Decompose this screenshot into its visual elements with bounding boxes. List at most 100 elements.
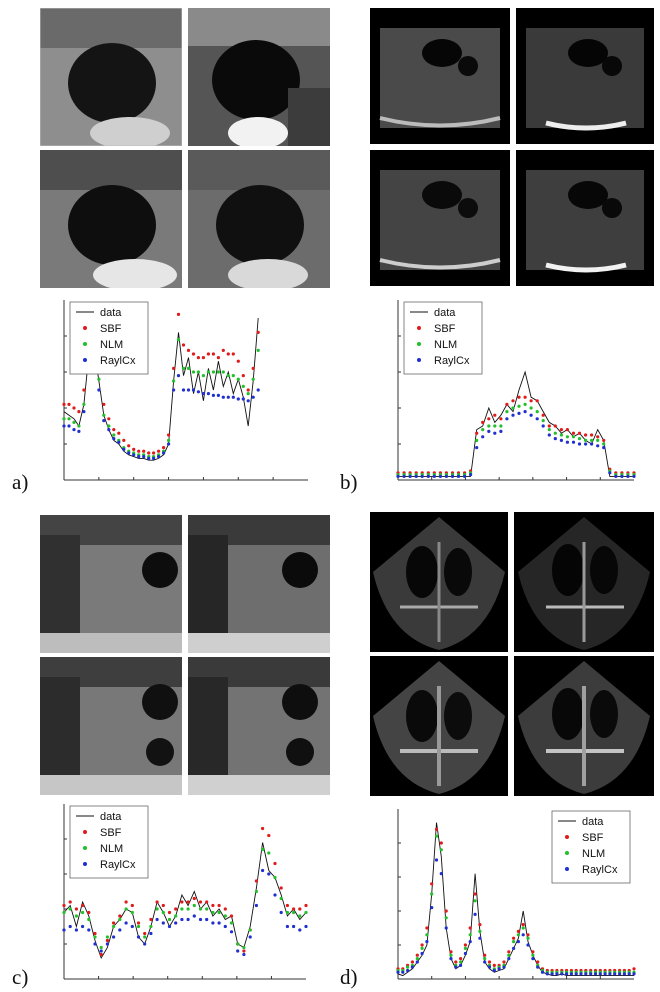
series-point-sbf — [298, 907, 302, 911]
legend-label-data: data — [434, 307, 456, 319]
series-point-nlm — [475, 438, 479, 442]
series-point-sbf — [434, 827, 439, 831]
series-point-raylcx — [81, 924, 85, 929]
series-point-sbf — [535, 399, 539, 403]
series-point-nlm — [267, 851, 271, 855]
series-point-raylcx — [62, 928, 66, 932]
series-point-sbf — [410, 960, 414, 964]
series-point-nlm — [468, 933, 472, 937]
ultrasound-image-c-raylcx — [188, 657, 330, 795]
series-point-raylcx — [261, 868, 265, 873]
series-point-raylcx — [529, 413, 533, 417]
series-point-nlm — [473, 899, 477, 903]
series-point-sbf — [499, 417, 503, 421]
series-point-raylcx — [118, 928, 122, 932]
series-point-raylcx — [221, 395, 225, 399]
ultrasound-image-d-sbf — [514, 512, 654, 652]
series-point-sbf — [180, 900, 184, 904]
ultrasound-image-a-sbf — [188, 8, 330, 146]
series-point-nlm — [226, 374, 230, 378]
series-point-raylcx — [167, 924, 172, 929]
series-point-raylcx — [143, 942, 147, 946]
series-point-sbf — [632, 967, 636, 971]
series-point-sbf — [478, 923, 482, 927]
legend-swatch-raylcx — [417, 358, 421, 362]
ultrasound-image-b-nlm — [370, 150, 510, 286]
series-point-nlm — [487, 424, 491, 428]
series-point-raylcx — [450, 474, 455, 478]
series-point-nlm — [541, 419, 545, 423]
series-point-nlm — [434, 834, 439, 838]
series-point-nlm — [74, 914, 78, 918]
series-point-nlm — [517, 404, 521, 408]
series-point-sbf — [198, 900, 203, 904]
series-point-nlm — [211, 370, 215, 374]
profile-plot-d: data SBF NLM RaylCx — [396, 805, 640, 985]
legend-swatch-raylcx — [565, 867, 569, 871]
series-point-sbf — [118, 914, 122, 918]
series-point-sbf — [565, 428, 569, 432]
series-point-raylcx — [231, 395, 235, 399]
series-point-sbf — [231, 352, 235, 356]
series-point-raylcx — [560, 972, 564, 976]
series-point-sbf — [242, 949, 246, 953]
series-point-sbf — [62, 402, 66, 406]
ultrasound-image-c-original — [40, 515, 182, 653]
series-point-nlm — [211, 910, 215, 915]
series-point-raylcx — [112, 935, 116, 939]
series-point-raylcx — [402, 474, 406, 478]
series-point-sbf — [531, 950, 535, 954]
ultrasound-image-a-nlm — [40, 150, 182, 288]
series-point-raylcx — [72, 428, 76, 432]
series-point-sbf — [292, 907, 296, 911]
series-point-sbf — [107, 417, 111, 421]
series-point-nlm — [535, 410, 539, 414]
profile-plot-a: data SBF NLM RaylCx — [62, 296, 314, 486]
series-point-raylcx — [211, 921, 215, 925]
series-point-raylcx — [603, 972, 607, 976]
series-point-nlm — [521, 926, 525, 930]
series-point-sbf — [229, 914, 234, 918]
legend-label-raylcx: RaylCx — [582, 864, 618, 876]
ultrasound-image-a-original — [40, 8, 182, 146]
series-point-sbf — [74, 907, 78, 911]
series-point-sbf — [176, 312, 181, 316]
profile-plot-svg-c: data SBF NLM RaylCx — [62, 804, 308, 980]
series-point-raylcx — [475, 446, 479, 450]
series-point-nlm — [229, 921, 234, 925]
series-point-sbf — [251, 366, 255, 370]
series-point-raylcx — [444, 474, 448, 478]
series-point-sbf — [93, 931, 97, 936]
series-point-nlm — [72, 420, 76, 424]
series-point-sbf — [196, 356, 200, 360]
series-point-sbf — [62, 903, 66, 908]
series-point-raylcx — [226, 395, 230, 399]
series-point-raylcx — [584, 442, 588, 446]
series-point-nlm — [217, 910, 221, 915]
series-point-raylcx — [167, 442, 171, 446]
series-point-nlm — [279, 896, 283, 901]
series-point-sbf — [507, 950, 511, 954]
series-point-nlm — [559, 433, 563, 437]
series-point-sbf — [493, 413, 497, 417]
series-point-nlm — [553, 431, 557, 435]
series-point-raylcx — [569, 972, 573, 976]
series-point-sbf — [261, 826, 265, 831]
series-point-raylcx — [112, 437, 116, 441]
series-point-raylcx — [99, 949, 103, 953]
series-point-sbf — [517, 395, 521, 399]
series-point-raylcx — [211, 393, 215, 397]
series-point-sbf — [142, 449, 146, 453]
series-point-sbf — [415, 953, 419, 957]
series-point-sbf — [505, 402, 509, 406]
series-point-nlm — [186, 366, 191, 370]
series-point-raylcx — [531, 957, 535, 961]
legend-label-nlm: NLM — [100, 339, 123, 351]
series-point-raylcx — [82, 410, 86, 414]
legend-label-sbf: SBF — [100, 827, 122, 839]
series-point-raylcx — [206, 392, 210, 396]
series-point-raylcx — [565, 972, 569, 976]
series-point-raylcx — [124, 921, 128, 925]
series-point-sbf — [521, 923, 525, 927]
series-point-nlm — [526, 936, 530, 940]
